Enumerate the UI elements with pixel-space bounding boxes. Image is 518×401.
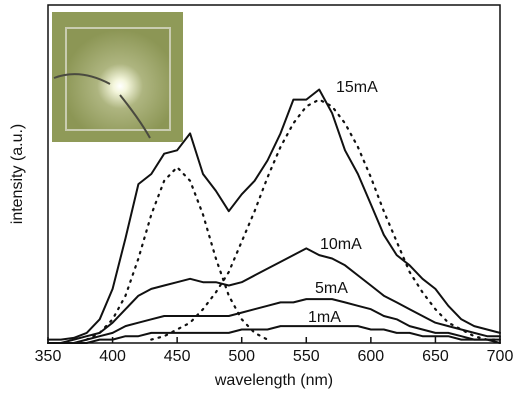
series-label: 5mA (315, 280, 348, 297)
x-tick-label: 550 (293, 348, 320, 365)
x-axis-label: wavelength (nm) (214, 372, 333, 389)
photo-wires (53, 73, 151, 139)
series-label: 15mA (336, 79, 378, 96)
spectrum-line (47, 247, 501, 344)
series-label: 10mA (320, 236, 362, 253)
spectrum-line (47, 88, 501, 341)
photo-device (65, 27, 171, 131)
inset-photo (52, 12, 183, 142)
plot-area (47, 4, 502, 344)
x-tick-label: 700 (487, 348, 514, 365)
x-tick-label: 600 (358, 348, 385, 365)
x-tick-label: 500 (228, 348, 255, 365)
series-label: 1mA (308, 309, 341, 326)
spectrum-line (47, 298, 501, 344)
x-tick-label: 400 (99, 348, 126, 365)
x-tick-label: 450 (164, 348, 191, 365)
x-tick-label: 350 (35, 348, 62, 365)
fit-curve (150, 98, 502, 341)
spectrum-line (47, 325, 501, 344)
x-tick-label: 650 (422, 348, 449, 365)
y-axis-label: intensity (a.u.) (9, 124, 26, 224)
plot-frame (47, 4, 501, 344)
